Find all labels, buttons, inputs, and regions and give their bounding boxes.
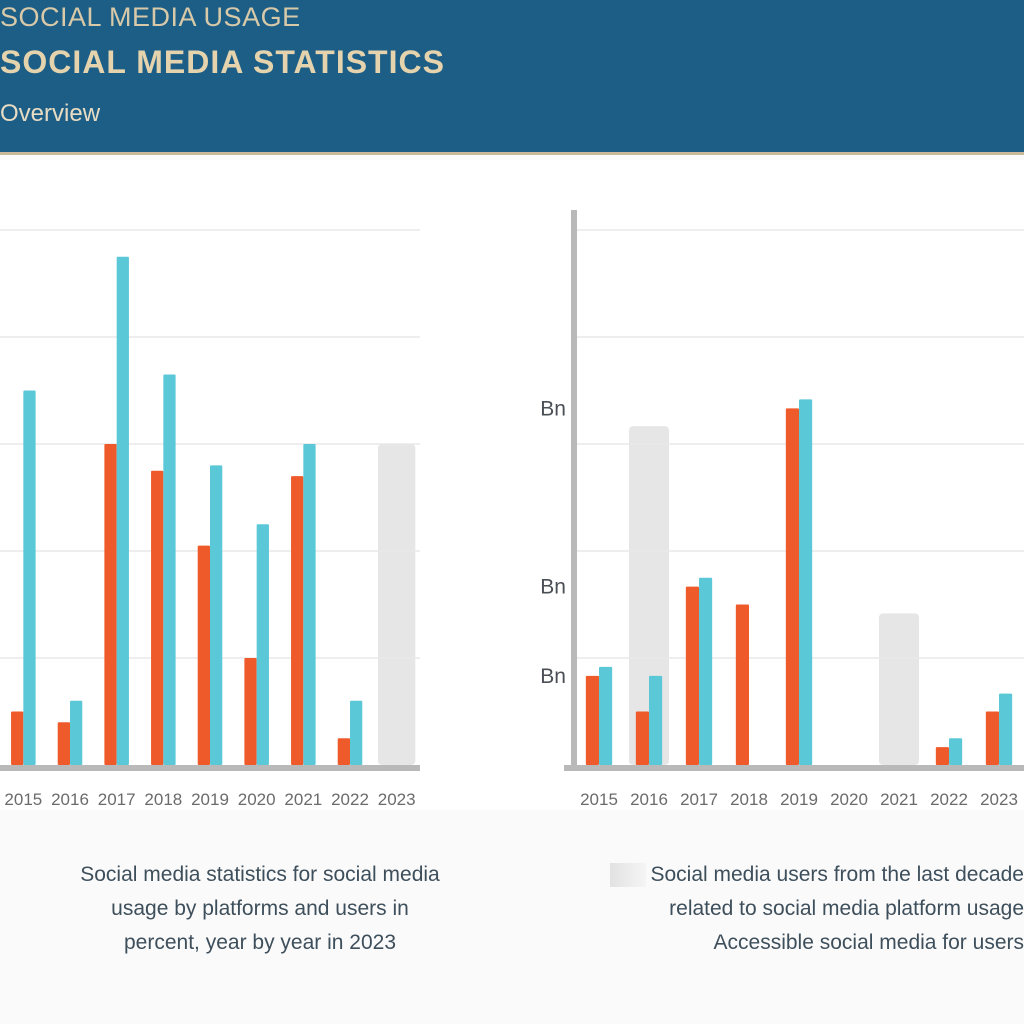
x-tick-label: 2019 (780, 790, 818, 809)
caption-line: percent, year by year in 2023 (124, 931, 396, 954)
bar (70, 700, 83, 765)
bar (350, 700, 363, 765)
caption-line: related to social media platform usage (669, 897, 1024, 920)
x-tick-label: 2016 (51, 790, 89, 809)
x-tick-label: 2018 (730, 790, 768, 809)
x-tick-label: 2020 (238, 790, 276, 809)
left-bar-chart: 2015 2016 2017 2018 2019 2020 2021 2022 2023 (0, 160, 540, 810)
bar (210, 465, 223, 765)
bar (935, 747, 949, 765)
x-tick-label: 2021 (284, 790, 322, 809)
bar (649, 675, 663, 765)
x-tick-label: 2018 (144, 790, 182, 809)
bar (685, 586, 699, 765)
x-tick-label: 2022 (331, 790, 369, 809)
x-tick-label: 2023 (378, 790, 416, 809)
bar (699, 577, 713, 765)
bar (57, 722, 70, 765)
bar (197, 545, 210, 765)
bar (116, 256, 129, 765)
bar (635, 711, 649, 765)
caption-line: usage by platforms and users in (111, 897, 409, 920)
x-tick-label: 2016 (630, 790, 668, 809)
x-tick-label: 2015 (580, 790, 618, 809)
bar (378, 444, 416, 765)
bar (163, 374, 176, 765)
x-tick-label: 2021 (880, 790, 918, 809)
right-chart-panel: 10 Bn 20 Bn 1M Bn 2015 2016 2017 2018 2019 2020 2… (540, 160, 1024, 810)
x-tick-label: 2023 (980, 790, 1018, 809)
x-tick-label: 2019 (191, 790, 229, 809)
caption-line: Social media users from the last decade (500, 858, 1024, 892)
page-subtitle: Overview (0, 100, 101, 127)
bar (291, 476, 304, 765)
bar (244, 658, 257, 765)
bar (785, 408, 799, 765)
x-tick-label: 2015 (4, 790, 42, 809)
bar (11, 711, 24, 765)
left-chart-caption: Social media statistics for social media… (0, 858, 520, 960)
bar (23, 390, 36, 765)
caption-line: Social media statistics for social media (80, 863, 440, 886)
caption-line: Accessible social media for users (713, 931, 1024, 954)
bar (585, 675, 599, 765)
bar (985, 711, 999, 765)
bar (256, 524, 269, 765)
header-kicker: SOCIAL MEDIA USAGE (0, 2, 301, 32)
bar (879, 613, 919, 765)
bar (949, 738, 963, 765)
x-tick-label: 2022 (930, 790, 968, 809)
x-tick-label: 2017 (680, 790, 718, 809)
x-tick-label: 2020 (830, 790, 868, 809)
bar (799, 399, 813, 765)
bar (303, 444, 316, 765)
page-title: SOCIAL MEDIA STATISTICS (0, 44, 445, 80)
caption-badge-icon (610, 863, 647, 888)
x-tick-label: 2017 (98, 790, 136, 809)
bar (599, 666, 613, 765)
y-tick-label: 10 Bn (540, 665, 566, 688)
right-chart-caption: Social media users from the last decade … (500, 858, 1024, 960)
page-header: SOCIAL MEDIA USAGE SOCIAL MEDIA STATISTI… (0, 0, 1024, 155)
caption-line-text: Social media users from the last decade (650, 863, 1024, 886)
bar (104, 444, 117, 765)
right-bar-chart: 10 Bn 20 Bn 1M Bn 2015 2016 2017 2018 2019 2020 2… (540, 160, 1024, 810)
bar (999, 693, 1013, 765)
bar (337, 738, 350, 765)
bar (151, 470, 164, 765)
left-chart-panel: 2015 2016 2017 2018 2019 2020 2021 2022 2023 (0, 160, 540, 810)
y-tick-label: 1M Bn (540, 397, 566, 420)
bar (735, 604, 749, 765)
y-tick-label: 20 Bn (540, 576, 566, 599)
